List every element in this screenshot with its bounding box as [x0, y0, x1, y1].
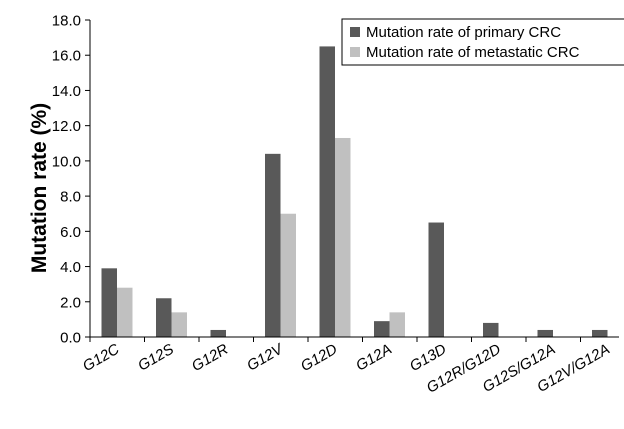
x-tick-label: G12C [80, 341, 123, 375]
bars [101, 46, 608, 338]
y-tick-label: 6.0 [60, 224, 81, 241]
bar-g13d-series-1 [428, 222, 444, 337]
bar-g12v-series-1 [265, 153, 281, 337]
legend-swatch [350, 27, 360, 37]
y-tick-label: 12.0 [52, 118, 81, 135]
x-tick-label: G12R [189, 341, 232, 375]
bar-g12v-g12a-series-1 [592, 329, 608, 337]
bar-g12a-series-1 [374, 321, 390, 337]
x-tick-label: G12D [298, 341, 341, 375]
bar-g12r-g12d-series-1 [483, 322, 499, 337]
bar-g12c-series-1 [101, 268, 117, 337]
bar-g12v-series-2 [280, 213, 296, 337]
bar-g12r-series-1 [210, 329, 226, 337]
bar-g12a-series-2 [389, 312, 405, 337]
bar-g12d-series-1 [319, 46, 335, 338]
y-tick-label: 14.0 [52, 83, 81, 100]
y-tick-label: 4.0 [60, 259, 81, 276]
legend-label: Mutation rate of primary CRC [366, 24, 561, 41]
bar-g12s-series-1 [156, 298, 172, 337]
y-tick-label: 0.0 [60, 330, 81, 347]
x-tick-label: G12S [135, 341, 177, 375]
y-tick-label: 2.0 [60, 294, 81, 311]
y-axis-label: Mutation rate (%) [28, 103, 51, 273]
legend-label: Mutation rate of metastatic CRC [366, 44, 580, 61]
bar-g12c-series-2 [117, 287, 133, 337]
y-tick-label: 18.0 [52, 13, 81, 30]
bar-g12d-series-2 [335, 137, 351, 337]
axes [85, 19, 619, 342]
legend: Mutation rate of primary CRC Mutation rat… [341, 18, 624, 66]
y-tick-label: 10.0 [52, 153, 81, 170]
bar-g12s-g12a-series-1 [537, 329, 553, 337]
y-tick-label: 16.0 [52, 48, 81, 65]
bar-g12s-series-2 [171, 312, 187, 337]
legend-swatch [350, 47, 360, 57]
y-tick-label: 8.0 [60, 189, 81, 206]
legend-box [341, 18, 624, 66]
x-tick-label: G12V [244, 340, 287, 375]
x-tick-label: G12A [353, 341, 395, 375]
